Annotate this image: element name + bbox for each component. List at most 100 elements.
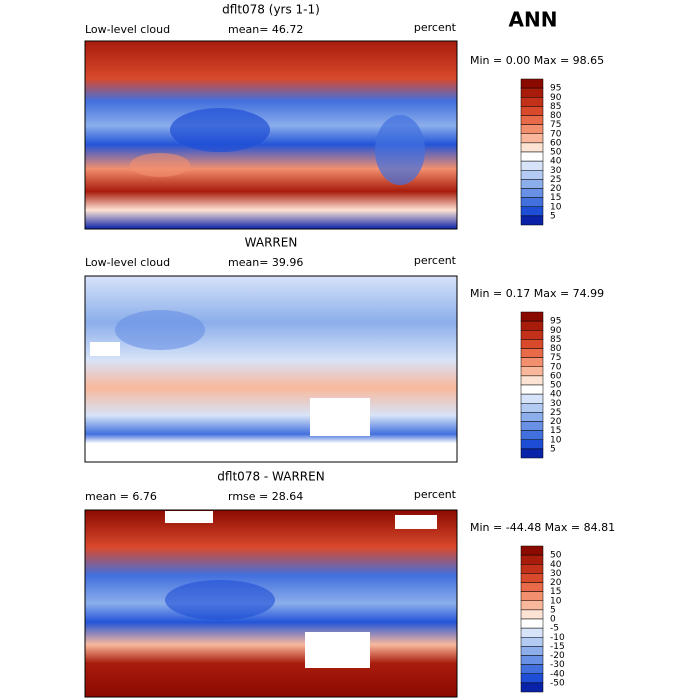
- colorbar-box: [520, 151, 544, 162]
- panel-center-label: rmse = 28.64: [228, 490, 303, 503]
- colorbar-box: [520, 215, 544, 226]
- colorbar-box: [520, 412, 544, 422]
- colorbar-box: [520, 142, 544, 153]
- colorbar-box: [520, 421, 544, 431]
- panel-left-label: mean = 6.76: [85, 490, 157, 503]
- panel-left-label: Low-level cloud: [85, 23, 170, 36]
- colorbar-label: 20: [550, 184, 562, 194]
- colorbar-label: 15: [550, 193, 561, 203]
- colorbar-label: 10: [550, 202, 562, 212]
- colorbar-box: [520, 439, 544, 450]
- colorbar-box: [520, 403, 544, 413]
- colorbar-box: [520, 609, 544, 620]
- panel-units: percent: [414, 254, 457, 267]
- colorbar-box: [520, 311, 544, 322]
- colorbar-label: -5: [550, 624, 559, 634]
- colorbar-label: 15: [550, 426, 561, 436]
- colorbar-box: [520, 554, 544, 565]
- colorbar-label: 50: [550, 551, 562, 561]
- panel-title: dflt078 - WARREN: [217, 470, 324, 484]
- season-title: ANN: [509, 8, 558, 32]
- colorbar-box: [520, 179, 544, 189]
- panel-left-label: Low-level cloud: [85, 256, 170, 269]
- panel-center-label: mean= 39.96: [228, 256, 303, 269]
- colorbar-box: [520, 197, 544, 207]
- colorbar-label: 5: [550, 444, 556, 454]
- colorbar-box: [520, 682, 544, 693]
- panel-units: percent: [414, 488, 457, 501]
- colorbar-box: [520, 430, 544, 440]
- colorbar-label: 25: [550, 408, 561, 418]
- colorbar-label: 0: [550, 615, 556, 625]
- colorbar-box: [520, 545, 544, 556]
- colorbar-label: 5: [550, 605, 556, 615]
- colorbar-box: [520, 384, 544, 395]
- colorbar-box: [520, 646, 544, 656]
- panel-stats: Min = 0.00 Max = 98.65: [470, 54, 604, 67]
- map-panel: [84, 40, 458, 230]
- colorbar-label: 25: [550, 175, 561, 185]
- panel-stats: Min = 0.17 Max = 74.99: [470, 287, 604, 300]
- colorbar-box: [520, 655, 544, 665]
- colorbar-label: 95: [550, 317, 561, 327]
- colorbar-label: -50: [550, 678, 565, 688]
- colorbar-label: 90: [550, 326, 562, 336]
- panel-center-label: mean= 46.72: [228, 23, 303, 36]
- colorbar-label: 40: [550, 157, 562, 167]
- colorbar-box: [520, 97, 544, 107]
- colorbar-box: [520, 115, 544, 125]
- colorbar-box: [520, 106, 544, 116]
- colorbar-box: [520, 582, 544, 592]
- colorbar-label: 20: [550, 417, 562, 427]
- colorbar-label: 85: [550, 335, 561, 345]
- colorbar-box: [520, 348, 544, 358]
- colorbar-label: -40: [550, 669, 565, 679]
- colorbar-label: 95: [550, 84, 561, 94]
- colorbar-box: [520, 366, 544, 377]
- colorbar-label: 75: [550, 120, 561, 130]
- colorbar-box: [520, 339, 544, 349]
- colorbar-box: [520, 330, 544, 340]
- colorbar-box: [520, 87, 544, 98]
- colorbar-box: [520, 375, 544, 386]
- colorbar-box: [520, 591, 544, 601]
- colorbar-box: [520, 448, 544, 459]
- colorbar-label: 40: [550, 390, 562, 400]
- colorbar-label: 70: [550, 129, 562, 139]
- colorbar-box: [520, 206, 544, 217]
- colorbar-label: 90: [550, 93, 562, 103]
- colorbar-box: [520, 637, 544, 647]
- colorbar-label: 50: [550, 381, 562, 391]
- colorbar-label: 50: [550, 148, 562, 158]
- colorbar-label: 80: [550, 111, 562, 121]
- colorbar-label: 5: [550, 211, 556, 221]
- colorbar-label: -20: [550, 651, 565, 661]
- panel-title: dflt078 (yrs 1-1): [222, 3, 320, 17]
- colorbar-box: [520, 573, 544, 583]
- colorbar-box: [520, 600, 544, 611]
- colorbar-label: 60: [550, 371, 562, 381]
- colorbar-box: [520, 160, 544, 171]
- colorbar-label: 75: [550, 353, 561, 363]
- colorbar-label: 40: [550, 560, 562, 570]
- colorbar-label: 10: [550, 435, 562, 445]
- colorbar-box: [520, 618, 544, 629]
- colorbar-label: 20: [550, 578, 562, 588]
- colorbar-label: 70: [550, 362, 562, 372]
- colorbar-label: -15: [550, 642, 565, 652]
- colorbar-box: [520, 357, 544, 367]
- colorbar-box: [520, 627, 544, 638]
- colorbar-label: -10: [550, 633, 565, 643]
- colorbar-box: [520, 78, 544, 89]
- colorbar-label: -30: [550, 660, 565, 670]
- colorbar-box: [520, 124, 544, 134]
- colorbar-box: [520, 564, 544, 574]
- colorbar-box: [520, 170, 544, 180]
- colorbar-box: [520, 393, 544, 404]
- colorbar-label: 30: [550, 399, 562, 409]
- colorbar-label: 30: [550, 569, 562, 579]
- colorbar-box: [520, 664, 544, 674]
- map-panel: [84, 275, 458, 463]
- panel-units: percent: [414, 21, 457, 34]
